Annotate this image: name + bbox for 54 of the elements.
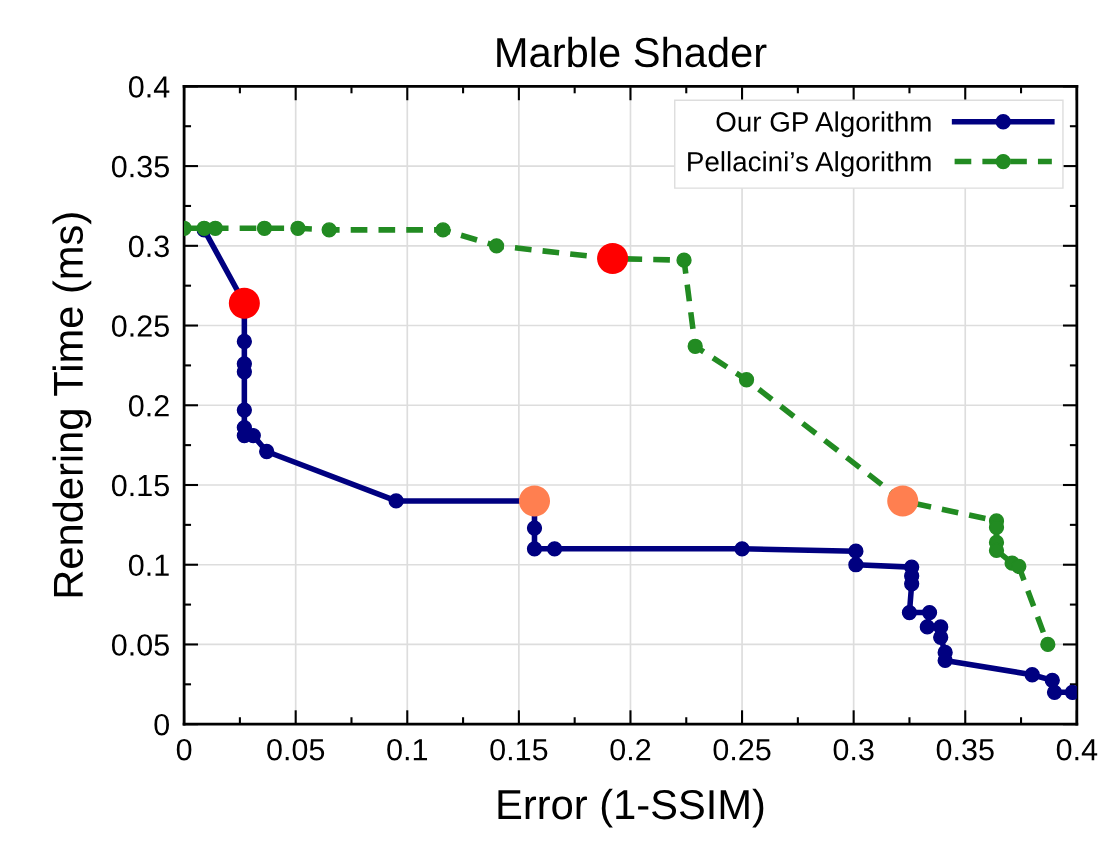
point — [901, 604, 918, 621]
point — [388, 493, 404, 509]
x-tick-label: 0.15 — [490, 738, 548, 761]
point — [236, 333, 252, 350]
point — [435, 222, 451, 238]
point — [290, 220, 306, 236]
x-axis-title: Error (1-SSIM) — [498, 788, 764, 828]
y-tick-label: 0.3 — [128, 235, 169, 258]
legend-label: Pellacini’s Algorithm — [688, 151, 931, 178]
y-tick-label: 0.15 — [111, 474, 169, 497]
y-tick-label: 0.05 — [111, 634, 169, 656]
chart-title: Marble Shader — [497, 36, 767, 68]
point — [488, 238, 505, 254]
y-tick-label: 0.4 — [128, 76, 170, 98]
point — [848, 557, 864, 573]
y-tick-label: 0 — [154, 713, 170, 736]
y-tick-label: 0.35 — [111, 155, 169, 178]
x-tick-label: 0.2 — [610, 738, 651, 761]
point — [921, 604, 938, 621]
y-tick-label: 0.2 — [128, 395, 169, 417]
x-tick-label: 0.3 — [833, 738, 874, 761]
point — [738, 372, 755, 388]
point — [1046, 684, 1063, 700]
point — [887, 485, 919, 517]
point — [1040, 636, 1056, 653]
point — [848, 543, 864, 559]
point — [1024, 667, 1040, 683]
y-tick-label: 0.25 — [111, 315, 169, 337]
y-tick-label: 0.1 — [128, 554, 169, 577]
point — [259, 443, 275, 460]
x-tick-label: 0.05 — [267, 738, 325, 761]
point — [321, 222, 337, 238]
point — [687, 338, 703, 354]
point — [526, 541, 543, 557]
x-tick-label: 0.1 — [387, 738, 428, 761]
point — [1044, 672, 1060, 688]
legend-label: Our GP Algorithm — [716, 111, 931, 138]
point — [228, 287, 260, 319]
point — [526, 520, 543, 536]
point — [518, 485, 551, 517]
point — [919, 619, 935, 635]
point — [256, 220, 273, 236]
point — [676, 252, 692, 268]
point — [1011, 558, 1027, 574]
x-tick-label: 0 — [176, 738, 192, 761]
point — [546, 541, 563, 557]
point — [236, 402, 252, 418]
x-tick-label: 0.25 — [713, 738, 771, 761]
point — [207, 220, 223, 236]
y-axis-title: Rendering Time (ms) — [52, 213, 92, 597]
x-tick-label: 0.4 — [1056, 738, 1098, 761]
point — [734, 541, 750, 557]
x-tick-label: 0.35 — [936, 738, 994, 761]
point — [597, 243, 629, 275]
